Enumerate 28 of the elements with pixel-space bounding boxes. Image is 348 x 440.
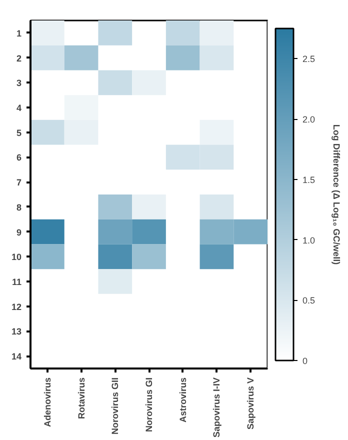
y-tick-label: 3: [16, 78, 22, 88]
x-tick-label: Adenovirus: [42, 377, 52, 428]
color-bar-title: Log Difference (Δ Log₁₀ GC/well): [332, 124, 342, 265]
y-tick-label: 1: [16, 28, 22, 38]
y-tick-label: 12: [11, 302, 22, 312]
color-bar-label: 0.5: [302, 296, 316, 306]
color-bar-label: 2.5: [302, 54, 316, 64]
y-tick-label: 7: [16, 178, 22, 188]
y-tick-label: 10: [11, 252, 22, 262]
color-bar-label: 1.5: [302, 174, 316, 185]
color-bar-label: 2.0: [302, 114, 316, 125]
y-tick-label: 8: [16, 202, 22, 212]
color-bar-label: 0: [302, 356, 308, 366]
x-tick-label: Sapovirus I-IV: [212, 377, 222, 438]
y-tick-label: 4: [16, 103, 22, 113]
x-tick-label: Norovirus GI: [144, 377, 154, 432]
y-tick-label: 6: [16, 152, 22, 163]
x-tick-label: Norovirus GII: [110, 377, 120, 435]
y-tick-label: 9: [16, 227, 22, 238]
color-bar-label: 1.0: [302, 235, 316, 246]
x-tick-label: Astrovirus: [178, 378, 188, 423]
y-tick-label: 11: [12, 277, 22, 287]
x-tick-label: Sapovirus V: [246, 377, 256, 430]
y-tick-label: 5: [16, 128, 22, 138]
x-tick-label: Rotavirus: [76, 377, 86, 420]
y-tick-label: 2: [16, 53, 22, 64]
y-tick-label: 14: [11, 352, 22, 362]
y-tick-label: 13: [11, 326, 22, 337]
